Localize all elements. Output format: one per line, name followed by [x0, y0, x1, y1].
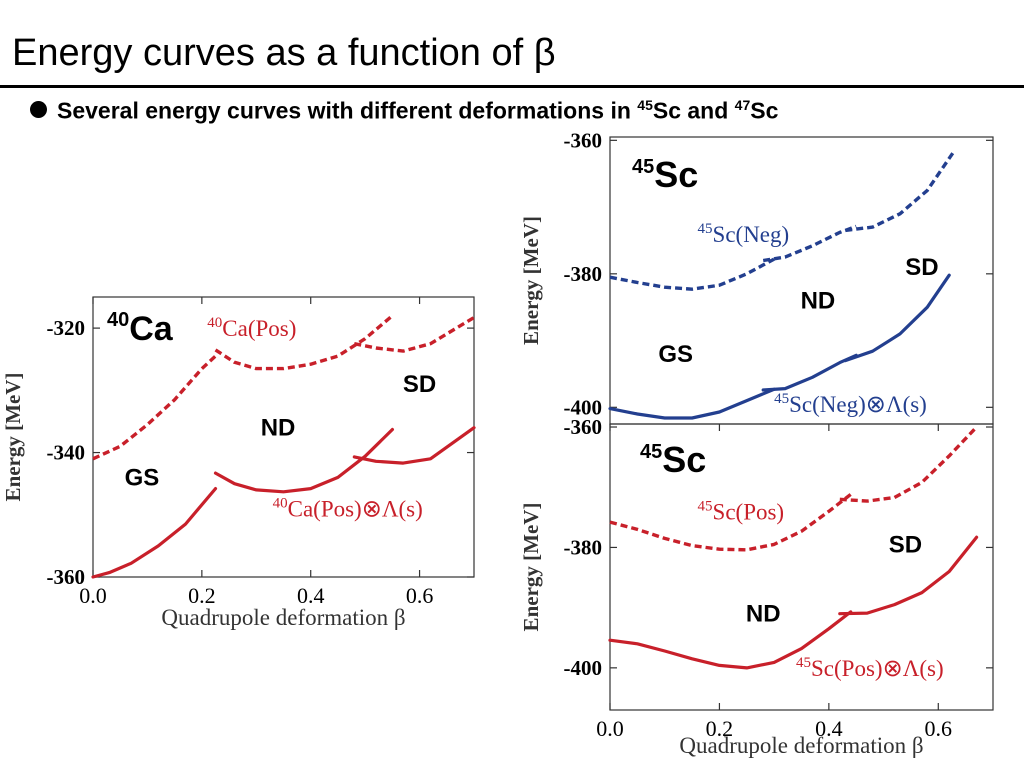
- plot-frame: [609, 423, 994, 711]
- region-label-gs: GS: [658, 341, 693, 368]
- series-line-dashed-segment-1: [92, 354, 217, 461]
- series-line-dashed-segment-1: [609, 493, 852, 552]
- region-label-nd: ND: [261, 415, 296, 442]
- bullet-point: Several energy curves with different def…: [30, 97, 778, 125]
- series-line-solid-segment-1: [608, 387, 776, 420]
- y-tick-label: -400: [564, 656, 603, 680]
- nucleus-label: 45Sc: [632, 154, 698, 195]
- bullet-isotope-1-symbol: Sc: [652, 97, 681, 124]
- y-axis-label: Energy [MeV]: [519, 503, 543, 632]
- bullet-and: and: [681, 97, 735, 124]
- y-tick-label: -320: [47, 316, 86, 340]
- x-tick-label: 0.2: [706, 716, 734, 741]
- x-tick-label: 0.0: [79, 583, 107, 608]
- region-label-nd: ND: [746, 601, 781, 628]
- y-tick-label: -360: [47, 565, 86, 589]
- region-label-nd: ND: [801, 288, 836, 315]
- series-line-dashed-segment-2: [214, 314, 394, 371]
- series-line-dashed-segment-2: [839, 425, 978, 503]
- series-line-solid-segment-3: [843, 273, 951, 363]
- bullet-dot-icon: [30, 100, 47, 118]
- bullet-isotope-1-mass: 45: [637, 97, 653, 113]
- series-label: 45Sc(Pos)⊗Λ(s): [796, 655, 944, 682]
- x-tick-label: 0.6: [925, 716, 953, 741]
- x-tick-label: 0.4: [297, 583, 325, 608]
- slide-title: Energy curves as a function of β: [12, 32, 556, 74]
- series-line-solid-segment-2: [761, 353, 858, 392]
- title-divider: [0, 85, 1024, 88]
- series-label: 40Ca(Pos)⊗Λ(s): [273, 496, 423, 523]
- chart-panel-2: -360 -380 -400 Energy [MeV] 45Sc(Neg) 45Sc(Ne…: [519, 128, 994, 425]
- x-tick-label: 0.4: [815, 716, 843, 741]
- x-axis-label: Quadrupole deformation β: [161, 605, 405, 630]
- nucleus-label: 40Ca: [107, 309, 174, 348]
- series-line-solid-segment-3: [352, 426, 476, 465]
- series-line-solid-segment-2: [838, 535, 979, 616]
- bullet-text: Several energy curves with different def…: [57, 97, 638, 124]
- series-line-dashed-segment-3: [845, 149, 957, 233]
- series-line-dashed-segment-3: [353, 316, 475, 353]
- x-tick-label: 0.0: [596, 716, 624, 741]
- y-tick-label: -380: [564, 262, 603, 286]
- series-line-solid-segment-2: [213, 427, 394, 494]
- series-label: 45Sc(Pos): [698, 498, 785, 524]
- x-axis-label: Quadrupole deformation β: [679, 733, 923, 758]
- series-line-dashed-segment-2: [762, 224, 857, 263]
- bullet-isotope-2-mass: 47: [734, 97, 751, 113]
- series-label: 40Ca(Pos): [207, 315, 296, 341]
- y-axis-label: Energy [MeV]: [519, 216, 543, 345]
- region-label-sd: SD: [889, 531, 922, 558]
- series-line-solid-segment-1: [608, 610, 853, 670]
- region-label-sd: SD: [403, 371, 436, 398]
- series-label: 45Sc(Neg): [698, 221, 790, 247]
- y-tick-label: -380: [564, 535, 603, 559]
- series-line-dashed-segment-1: [609, 257, 775, 291]
- bullet-isotope-2-symbol: Sc: [750, 97, 779, 124]
- x-tick-label: 0.2: [188, 583, 216, 608]
- y-tick-label: -360: [564, 128, 603, 152]
- plot-frame: [92, 296, 475, 578]
- series-label: 45Sc(Neg)⊗Λ(s): [774, 391, 927, 418]
- y-axis-label: Energy [MeV]: [1, 373, 25, 502]
- y-tick-label: -360: [564, 415, 603, 439]
- y-tick-label: -400: [564, 395, 603, 419]
- nucleus-label: 45Sc: [640, 439, 706, 480]
- region-label-sd: SD: [905, 254, 938, 281]
- x-tick-label: 0.6: [406, 583, 434, 608]
- y-tick-label: -340: [47, 441, 86, 465]
- region-label-gs: GS: [125, 464, 160, 491]
- series-line-solid-segment-1: [91, 487, 218, 579]
